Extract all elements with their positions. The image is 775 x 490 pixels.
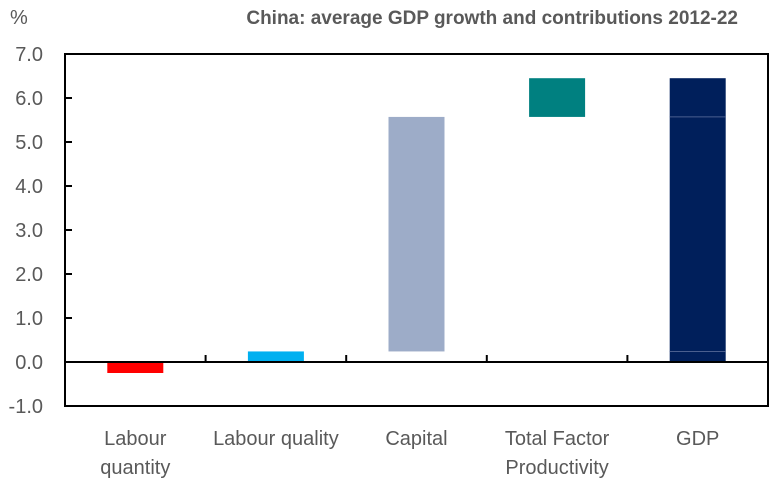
y-tick-label: 1.0 xyxy=(15,308,43,330)
x-category-label: Labour quality xyxy=(213,428,339,450)
x-tick-labels: Labour quantity Labour quality Capital Total… xyxy=(100,428,719,479)
bar-gdp xyxy=(669,78,726,362)
y-tick-label: 3.0 xyxy=(15,220,43,242)
y-tick-label: -1.0 xyxy=(9,396,43,418)
y-tick-labels: -1.0 0.0 1.0 2.0 3.0 4.0 5.0 6.0 7.0 xyxy=(9,44,43,418)
bar-labour-quantity xyxy=(107,362,164,373)
chart-title: China: average GDP growth and contributi… xyxy=(246,8,738,29)
x-category-label: Total Factor xyxy=(505,428,610,450)
x-category-label: Capital xyxy=(385,428,447,450)
y-tick-label: 2.0 xyxy=(15,264,43,286)
y-tick-label: 4.0 xyxy=(15,176,43,198)
x-category-label: quantity xyxy=(100,457,170,479)
x-category-label: Productivity xyxy=(505,457,608,479)
x-category-label: GDP xyxy=(676,428,719,450)
x-category-label: Labour xyxy=(104,428,167,450)
axes-layer xyxy=(64,53,769,407)
y-tick-label: 0.0 xyxy=(15,352,43,374)
bar-capital xyxy=(388,116,445,352)
y-tick-label: 6.0 xyxy=(15,88,43,110)
bar-total-factor-productivity xyxy=(529,78,586,117)
y-axis-unit-label: % xyxy=(10,7,28,29)
y-tick-label: 7.0 xyxy=(15,44,43,66)
bar-labour-quality xyxy=(247,351,304,362)
y-tick-label: 5.0 xyxy=(15,132,43,154)
bars-layer xyxy=(107,78,726,373)
